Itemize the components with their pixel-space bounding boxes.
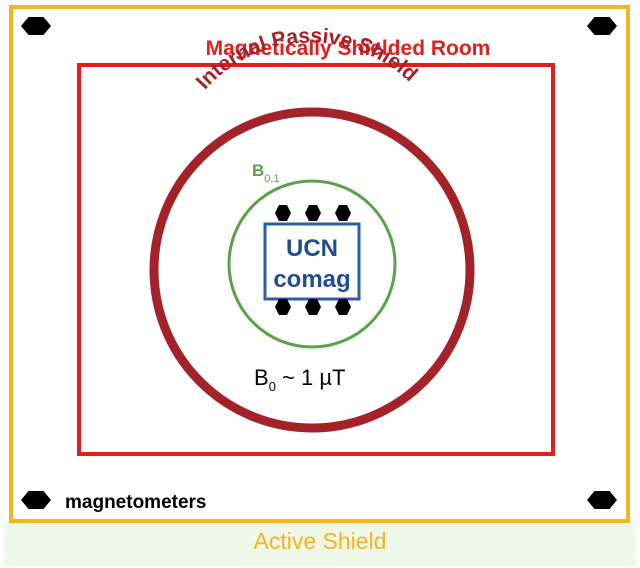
hexagon-sensor-icon <box>21 17 51 35</box>
hexagon-sensor-icon <box>305 299 321 315</box>
hexagon-sensor-icon <box>587 17 617 35</box>
b01-coil <box>227 179 397 349</box>
comag-label: comag <box>273 266 350 293</box>
magnetometer-sensors <box>21 17 617 509</box>
ucn-label: UCN <box>286 235 338 262</box>
hexagon-sensor-icon <box>335 299 351 315</box>
b01-label: B0,1 <box>252 161 280 185</box>
hexagon-sensor-icon <box>275 205 291 221</box>
active-shield-frame <box>9 5 630 523</box>
active-shield-band <box>4 522 636 566</box>
active-shield-label: Active Shield <box>254 528 387 554</box>
hexagon-sensor-icon <box>21 491 51 509</box>
magnetometers-label: magnetometers <box>65 492 207 513</box>
hexagon-sensor-icon <box>335 205 351 221</box>
hexagon-sensor-icon <box>305 205 321 221</box>
hexagon-sensor-icon <box>275 299 291 315</box>
b0-field-label: B0 ~ 1 µT <box>254 365 345 394</box>
hexagon-sensor-icon <box>587 491 617 509</box>
internal-passive-shield <box>149 107 475 433</box>
magnetically-shielded-room <box>77 63 555 456</box>
room-label: Magnetically Shielded Room <box>206 37 491 60</box>
